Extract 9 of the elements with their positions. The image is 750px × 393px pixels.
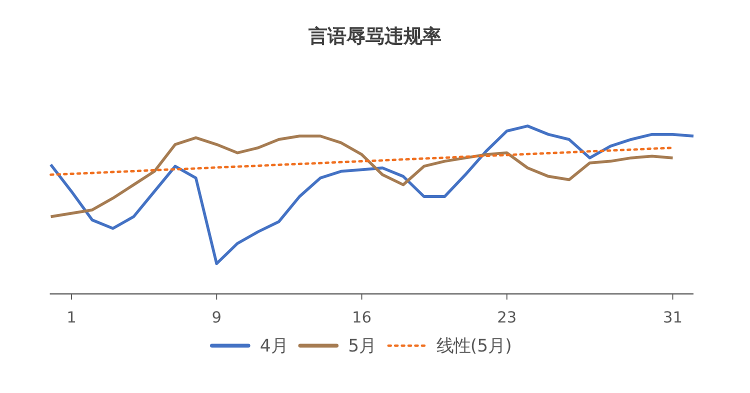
legend-label: 4月: [260, 336, 288, 356]
x-tick-label: 23: [497, 308, 517, 327]
legend-label: 线性(5月): [436, 336, 512, 356]
legend-label: 5月: [348, 336, 376, 356]
x-tick-label: 16: [352, 308, 372, 327]
chart-title: 言语辱骂违规率: [308, 24, 442, 48]
x-tick-label: 1: [66, 308, 76, 327]
x-tick-label: 9: [212, 308, 222, 327]
x-tick-label: 31: [662, 308, 683, 327]
